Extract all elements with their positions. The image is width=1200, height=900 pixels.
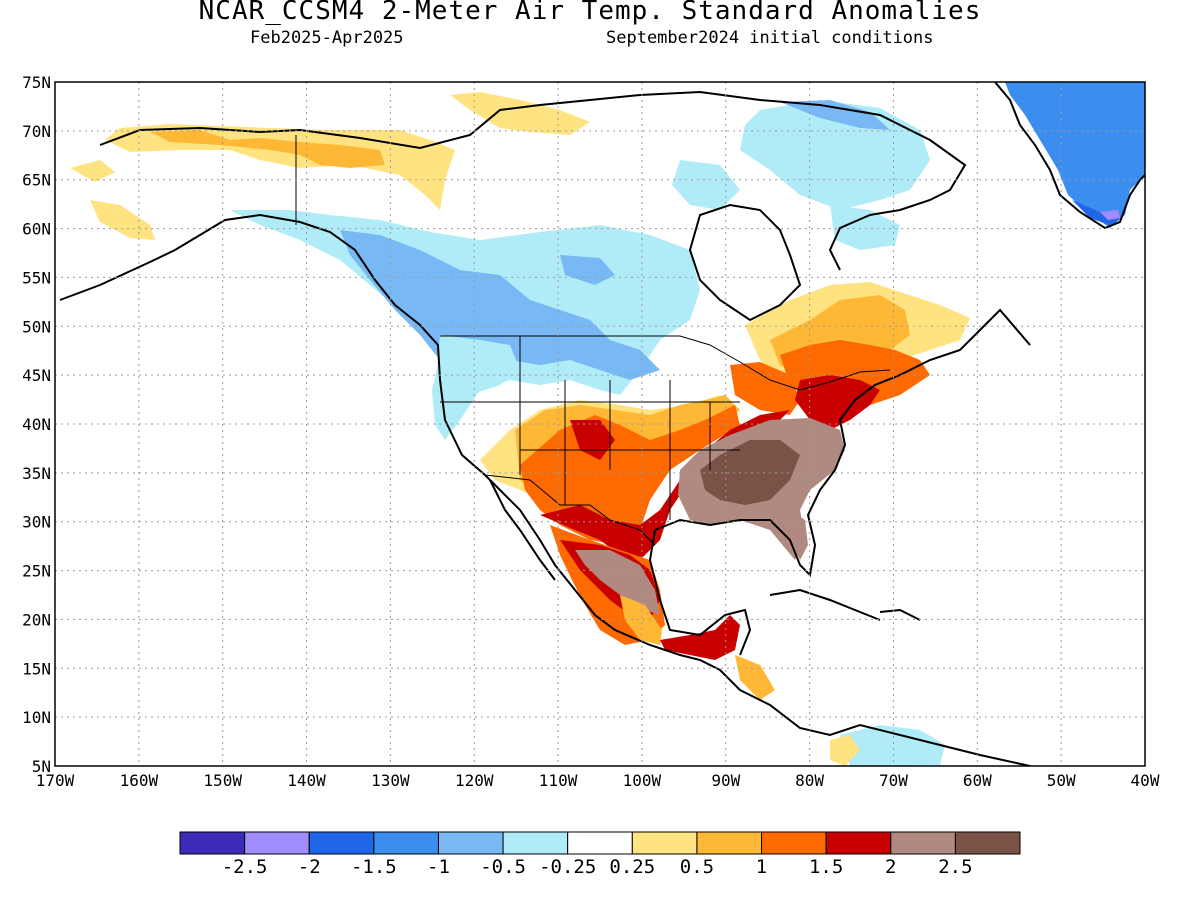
coastline-cuba xyxy=(769,588,881,621)
anomaly-region-greenland-tip2 xyxy=(1100,210,1120,220)
colorbar-swatch xyxy=(244,831,310,855)
anomaly-region-greenland xyxy=(1005,82,1145,228)
lon-tick-label: 50W xyxy=(1047,771,1076,790)
border-us-canada xyxy=(440,335,891,391)
lon-tick-label: 90W xyxy=(711,771,740,790)
lat-tick-label: 20N xyxy=(22,610,51,629)
anomaly-region-colombia-light xyxy=(840,725,945,766)
anomaly-region-alaska-north xyxy=(105,124,455,210)
initial-conditions: September2024 initial conditions xyxy=(606,28,934,48)
lon-tick-label: 170W xyxy=(36,771,75,790)
coastlines xyxy=(59,82,1145,766)
lat-tick-label: 45N xyxy=(22,366,51,385)
lon-tick-label: 70W xyxy=(879,771,908,790)
lat-tick-label: 30N xyxy=(22,513,51,532)
colorbar-label: 1 xyxy=(756,856,767,878)
colorbar-swatch xyxy=(825,831,892,855)
colorbar-label: 2.5 xyxy=(938,856,972,878)
lon-tick-label: 120W xyxy=(455,771,494,790)
lat-tick-label: 15N xyxy=(22,659,51,678)
anomaly-region-colombia-yellow xyxy=(830,735,860,766)
coastline-north-america xyxy=(59,213,1031,766)
forecast-period: Feb2025-Apr2025 xyxy=(250,28,404,48)
anomaly-region-arctic-canada2 xyxy=(780,100,890,130)
colorbar-swatch xyxy=(308,831,375,855)
colorbar-swatch xyxy=(502,831,569,855)
longitude-labels: 170W 160W 150W 140W 130W 120W 110W 100W 90W 80W 70… xyxy=(36,771,1160,790)
anomaly-region-florida-brown xyxy=(790,510,808,560)
anomaly-region-mexico-south-orange xyxy=(620,595,662,645)
latitude-labels: 75N 70N 65N 60N 55N 50N 45N 40N 35N 30N 25N 20N 15N 1… xyxy=(22,73,51,776)
lon-tick-label: 140W xyxy=(287,771,326,790)
lat-tick-label: 25N xyxy=(22,562,51,581)
coastline-arctic xyxy=(99,90,967,271)
colorbar-label: -1.5 xyxy=(351,856,397,878)
anomaly-region-nw-us-light xyxy=(437,335,520,440)
anomaly-region-bc-blue xyxy=(340,230,660,380)
anomaly-region-nunavut xyxy=(672,160,740,210)
colorbar xyxy=(179,831,1021,855)
anomaly-region-southeast-dark-brown xyxy=(700,440,800,505)
colorbar-swatch xyxy=(890,831,956,855)
lon-tick-label: 100W xyxy=(623,771,662,790)
lat-tick-label: 70N xyxy=(22,122,51,141)
lon-tick-label: 40W xyxy=(1131,771,1160,790)
colorbar-swatch xyxy=(761,831,827,855)
lon-tick-label: 60W xyxy=(963,771,992,790)
colorbar-swatch xyxy=(179,831,246,855)
anomaly-region-beaufort xyxy=(450,92,590,135)
anomaly-region-alaska-west xyxy=(90,200,155,240)
colorbar-label: 0.25 xyxy=(609,856,655,878)
lon-tick-label: 150W xyxy=(203,771,242,790)
border-states-1 xyxy=(440,336,740,520)
colorbar-swatch xyxy=(373,831,439,855)
colorbar-swatch xyxy=(954,831,1021,855)
map-frame xyxy=(54,81,1146,767)
map-title: NCAR_CCSM4 2-Meter Air Temp. Standard An… xyxy=(198,0,982,26)
coastline-mexico-gulf xyxy=(648,529,752,656)
anomaly-fields xyxy=(70,82,1145,766)
border-us-mexico xyxy=(484,474,656,546)
lat-tick-label: 60N xyxy=(22,220,51,239)
anomaly-region-alaska-orange xyxy=(150,130,385,168)
coastline-hispaniola xyxy=(879,608,921,621)
colorbar-label: -2 xyxy=(298,856,321,878)
anomaly-region-hudson-east xyxy=(830,205,900,250)
colorbar-swatch xyxy=(631,831,698,855)
lat-tick-label: 65N xyxy=(22,171,51,190)
lat-tick-label: 50N xyxy=(22,317,51,336)
lat-tick-label: 35N xyxy=(22,464,51,483)
colorbar-label: -0.25 xyxy=(539,856,596,878)
coastline-gulf xyxy=(654,308,1031,578)
lon-tick-label: 160W xyxy=(120,771,159,790)
colorbar-label: -2.5 xyxy=(222,856,268,878)
colorbar-labels: -2.5 -2 -1.5 -1 -0.5 -0.25 0.25 0.5 1 1.5 2 2.5 xyxy=(222,856,973,878)
lat-tick-label: 5N xyxy=(32,757,51,776)
anomaly-region-central-america-red xyxy=(660,615,740,660)
gridlines xyxy=(55,82,1145,766)
colorbar-swatch xyxy=(696,831,763,855)
coastline-baja xyxy=(489,479,556,581)
colorbar-label: 2 xyxy=(885,856,896,878)
lat-tick-label: 75N xyxy=(22,73,51,92)
lat-tick-label: 55N xyxy=(22,268,51,287)
coastline-greenland xyxy=(994,82,1145,230)
colorbar-label: 0.5 xyxy=(680,856,714,878)
coastline-hudson xyxy=(688,203,802,322)
anomaly-region-northeast-red xyxy=(795,375,880,430)
lon-tick-label: 110W xyxy=(539,771,578,790)
lon-tick-label: 130W xyxy=(371,771,410,790)
colorbar-label: 1.5 xyxy=(809,856,843,878)
colorbar-swatch xyxy=(567,831,633,855)
colorbar-swatch xyxy=(437,831,504,855)
lat-tick-label: 40N xyxy=(22,415,51,434)
lon-tick-label: 80W xyxy=(795,771,824,790)
anomaly-region-mexico-brown xyxy=(575,550,660,615)
lat-tick-label: 10N xyxy=(22,708,51,727)
colorbar-label: -1 xyxy=(427,856,450,878)
anomaly-region-alaska-west2 xyxy=(70,160,115,182)
anomaly-region-central-america-orange xyxy=(735,655,775,700)
colorbar-label: -0.5 xyxy=(480,856,526,878)
